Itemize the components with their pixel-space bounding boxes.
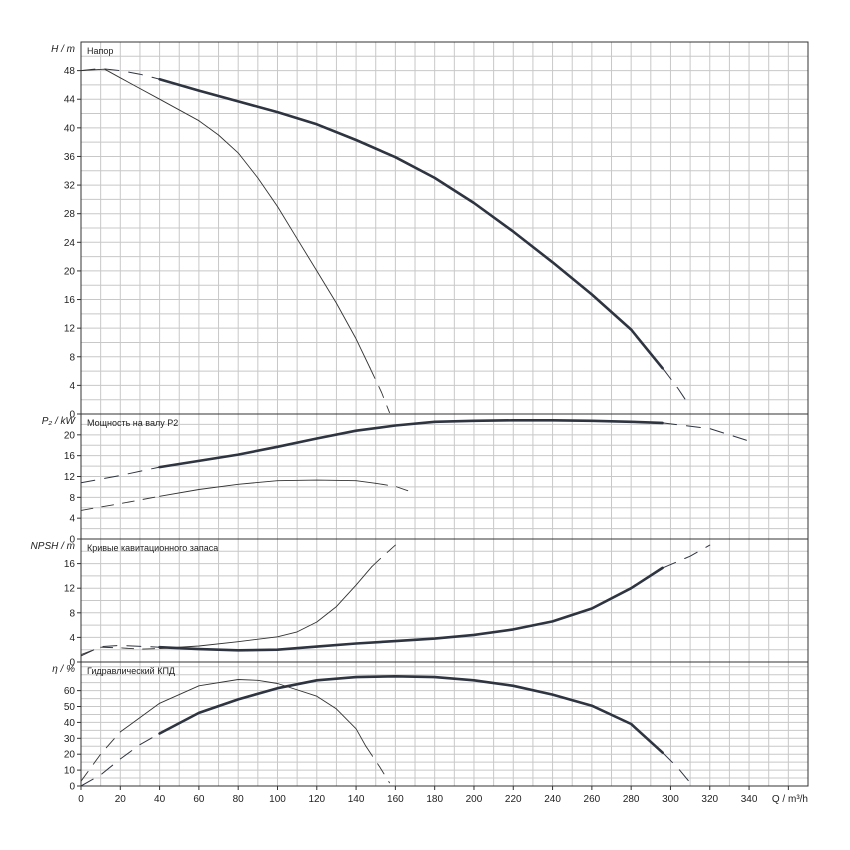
y-tick-label: 16 xyxy=(64,295,76,306)
x-tick-label: 100 xyxy=(269,794,286,805)
y-tick-label: 40 xyxy=(64,718,76,729)
y-axis-label-npsh: NPSH / m xyxy=(31,541,75,552)
x-tick-label: 80 xyxy=(233,794,245,805)
x-tick-label: 260 xyxy=(584,794,601,805)
y-tick-label: 12 xyxy=(64,584,76,595)
y-tick-label: 8 xyxy=(69,352,75,363)
power-series-thin-solid-3 xyxy=(159,479,377,497)
panel-title-head: Напор xyxy=(87,46,113,56)
y-tick-label: 12 xyxy=(64,472,76,483)
y-tick-label: 36 xyxy=(64,152,76,163)
y-tick-label: 0 xyxy=(69,535,75,546)
efficiency-series-thin-solid-3 xyxy=(119,679,367,747)
y-tick-label: 28 xyxy=(64,209,76,220)
x-tick-label: 240 xyxy=(544,794,561,805)
power-series-heavy-dashed-2 xyxy=(662,422,750,442)
y-tick-label: 60 xyxy=(64,686,76,697)
panel-title-npsh: Кривые кавитационного запаса xyxy=(87,543,218,553)
npsh-series-thin-dashed-5 xyxy=(371,544,396,568)
head-series-heavy-dashed-2 xyxy=(662,367,691,408)
x-axis-label: Q / m³/h xyxy=(772,794,808,805)
x-tick-label: 340 xyxy=(741,794,758,805)
y-tick-label: 20 xyxy=(64,430,76,441)
x-tick-label: 280 xyxy=(623,794,640,805)
x-tick-label: 220 xyxy=(505,794,522,805)
x-tick-label: 180 xyxy=(426,794,443,805)
head-series-thin-solid-3 xyxy=(81,68,371,368)
y-tick-label: 10 xyxy=(64,766,76,777)
x-tick-label: 0 xyxy=(78,794,84,805)
y-tick-label: 4 xyxy=(69,514,75,525)
y-tick-label: 48 xyxy=(64,66,76,77)
y-tick-label: 16 xyxy=(64,559,76,570)
x-tick-label: 300 xyxy=(662,794,679,805)
y-tick-label: 0 xyxy=(69,410,75,421)
efficiency-series-heavy-dashed-2 xyxy=(662,752,691,784)
panel-title-efficiency: Гидравлический КПД xyxy=(87,666,175,676)
y-tick-label: 44 xyxy=(64,95,76,106)
y-tick-label: 32 xyxy=(64,181,76,192)
y-tick-label: 30 xyxy=(64,734,76,745)
y-tick-label: 16 xyxy=(64,451,76,462)
head-series-thin-dashed-4 xyxy=(369,367,390,414)
x-tick-label: 140 xyxy=(348,794,365,805)
x-tick-label: 320 xyxy=(701,794,718,805)
head-series-heavy-solid-0 xyxy=(158,77,664,370)
x-tick-label: 160 xyxy=(387,794,404,805)
y-axis-label-power: P₂ / kW xyxy=(42,416,77,427)
y-tick-label: 8 xyxy=(69,608,75,619)
x-tick-label: 120 xyxy=(308,794,325,805)
y-tick-label: 4 xyxy=(69,633,75,644)
npsh-series-heavy-solid-0 xyxy=(158,566,664,652)
y-axis-label-head: H / m xyxy=(51,44,75,55)
efficiency-series-heavy-dashed-1 xyxy=(81,733,161,786)
power-series-heavy-solid-0 xyxy=(158,419,664,469)
y-tick-label: 4 xyxy=(69,381,75,392)
frame-layer xyxy=(77,41,809,790)
y-tick-label: 24 xyxy=(64,238,76,249)
efficiency-series-heavy-solid-0 xyxy=(158,675,664,754)
power-series-thin-dashed-5 xyxy=(375,482,416,494)
y-tick-label: 50 xyxy=(64,702,76,713)
y-tick-label: 8 xyxy=(69,493,75,504)
x-tick-label: 60 xyxy=(193,794,205,805)
x-tick-label: 200 xyxy=(466,794,483,805)
npsh-series-heavy-dashed-2 xyxy=(662,544,711,569)
y-tick-label: 40 xyxy=(64,123,76,134)
panel-title-power: Мощность на валу P2 xyxy=(87,418,178,428)
y-tick-label: 0 xyxy=(69,658,75,669)
x-tick-label: 40 xyxy=(154,794,166,805)
panel-frame-efficiency xyxy=(80,661,809,787)
npsh-series-thin-solid-3 xyxy=(159,566,373,649)
y-tick-label: 20 xyxy=(64,266,76,277)
npsh-series-thin-dashed-4 xyxy=(81,646,161,656)
power-series-thin-dashed-4 xyxy=(81,495,161,511)
efficiency-series-thin-dashed-5 xyxy=(365,745,390,784)
y-axis-label-efficiency: η / % xyxy=(52,664,75,675)
head-series-heavy-dashed-1 xyxy=(81,68,161,80)
y-tick-label: 0 xyxy=(69,782,75,793)
efficiency-series-thin-dashed-4 xyxy=(81,731,121,782)
y-tick-label: 20 xyxy=(64,750,76,761)
x-tick-label: 20 xyxy=(115,794,127,805)
series-layer xyxy=(81,68,750,786)
power-series-heavy-dashed-1 xyxy=(81,466,161,484)
y-tick-label: 12 xyxy=(64,324,76,335)
